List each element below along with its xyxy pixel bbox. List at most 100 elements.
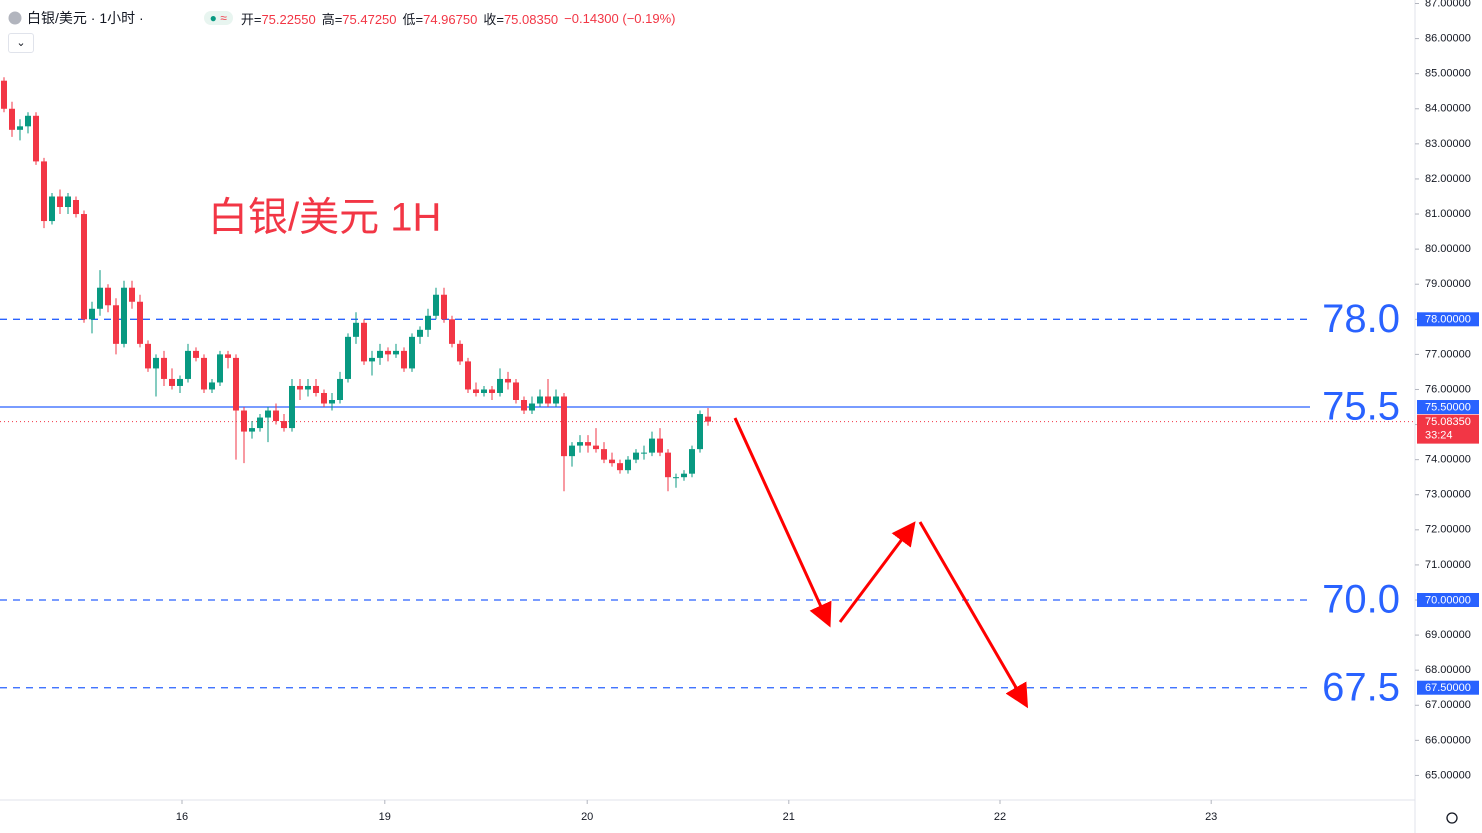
settings-icon[interactable]: [1446, 812, 1458, 824]
chart-title: 白银/美元 1H: [208, 196, 441, 240]
candle-body: [265, 410, 271, 418]
candle-body: [9, 108, 15, 130]
countdown: 33:24: [1425, 430, 1453, 442]
x-tick-label: 21: [783, 811, 795, 823]
candle-body: [49, 196, 55, 222]
candle-body: [401, 350, 407, 369]
interval-button[interactable]: ⌄: [8, 33, 34, 53]
candle-body: [449, 319, 455, 344]
candle-body: [233, 357, 239, 411]
candle-body: [569, 445, 575, 457]
candle-body: [321, 392, 327, 404]
candle-body: [161, 357, 167, 379]
candle-body: [417, 329, 423, 337]
y-tick-label: 86.00000: [1425, 33, 1471, 45]
ohlc-label: 高=: [321, 11, 343, 27]
candle-body: [353, 322, 359, 337]
symbol-icon: [8, 11, 22, 25]
candle-body: [33, 115, 39, 162]
arrow: [918, 521, 1029, 709]
candle-body: [465, 361, 471, 390]
candle-body: [337, 378, 343, 400]
candle-body: [585, 442, 591, 446]
candle-body: [513, 382, 519, 400]
y-tick-label: 69.00000: [1425, 629, 1471, 641]
candle-body: [273, 410, 279, 422]
candle-body: [385, 350, 391, 355]
candle-body: [593, 445, 599, 450]
candle-body: [489, 389, 495, 393]
candle-body: [441, 294, 447, 320]
arrow: [733, 417, 832, 628]
y-tick-label: 77.00000: [1425, 348, 1471, 360]
candle-body: [305, 385, 311, 390]
candle-body: [521, 400, 527, 411]
level-label: 75.5: [1322, 385, 1400, 429]
level-badge-label: 78.00000: [1425, 314, 1471, 326]
x-tick-label: 22: [994, 811, 1006, 823]
candle-body: [425, 315, 431, 330]
level-label: 70.0: [1322, 578, 1400, 622]
candle-body: [193, 350, 199, 358]
candle-body: [225, 354, 231, 358]
candle-body: [561, 396, 567, 457]
candle-body: [297, 385, 303, 390]
candle-body: [681, 473, 687, 478]
candle-body: [89, 308, 95, 320]
candle-body: [345, 336, 351, 379]
level-badge-label: 75.50000: [1425, 401, 1471, 413]
candle-body: [505, 378, 511, 383]
candle-body: [1, 80, 7, 109]
level-label: 67.5: [1322, 665, 1400, 709]
candle-body: [609, 459, 615, 464]
candle-body: [409, 336, 415, 369]
candle-body: [665, 452, 671, 478]
x-tick-label: 19: [379, 811, 391, 823]
candle-body: [113, 305, 119, 344]
candle-body: [17, 126, 23, 130]
candle-body: [41, 161, 47, 222]
y-tick-label: 85.00000: [1425, 68, 1471, 80]
candle-body: [529, 403, 535, 411]
y-tick-label: 73.00000: [1425, 489, 1471, 501]
candle-body: [497, 378, 503, 393]
candle-body: [457, 343, 463, 362]
candle-body: [393, 350, 399, 355]
candle-body: [697, 414, 703, 450]
candle-body: [241, 410, 247, 432]
candle-body: [625, 459, 631, 471]
candle-body: [361, 322, 367, 362]
level-badge: [1417, 593, 1479, 607]
y-tick-label: 71.00000: [1425, 559, 1471, 571]
level-badge-label: 70.00000: [1425, 594, 1471, 606]
arrow: [838, 521, 916, 623]
header: 白银/美元 · 1小时 · ● ≈ 开=75.22550 高=75.47250 低=…: [8, 8, 681, 28]
level-badge-label: 67.50000: [1425, 682, 1471, 694]
candle-body: [257, 417, 263, 429]
candle-body: [537, 396, 543, 404]
candle-body: [145, 343, 151, 369]
candle-body: [473, 389, 479, 393]
change: −0.14300 (−0.19%): [564, 10, 676, 26]
x-tick-label: 20: [581, 811, 593, 823]
candle-body: [73, 200, 79, 215]
candle-body: [545, 396, 551, 404]
candle-body: [81, 214, 87, 320]
y-tick-label: 65.00000: [1425, 769, 1471, 781]
ohlc-value: 75.22550: [261, 11, 316, 27]
level-badge: [1417, 312, 1479, 327]
ohlc-value: 75.47250: [342, 11, 397, 27]
candle-body: [57, 196, 63, 208]
ohlc-label: 低=: [402, 11, 424, 27]
candle-body: [689, 449, 695, 474]
candle-body: [553, 396, 559, 404]
candle-body: [577, 442, 583, 446]
candle-body: [153, 357, 159, 369]
ohlc-label: 开=: [240, 11, 262, 27]
y-tick-label: 67.00000: [1425, 699, 1471, 711]
candle-body: [481, 389, 487, 393]
y-tick-label: 76.00000: [1425, 383, 1471, 395]
candle-body: [169, 378, 175, 386]
